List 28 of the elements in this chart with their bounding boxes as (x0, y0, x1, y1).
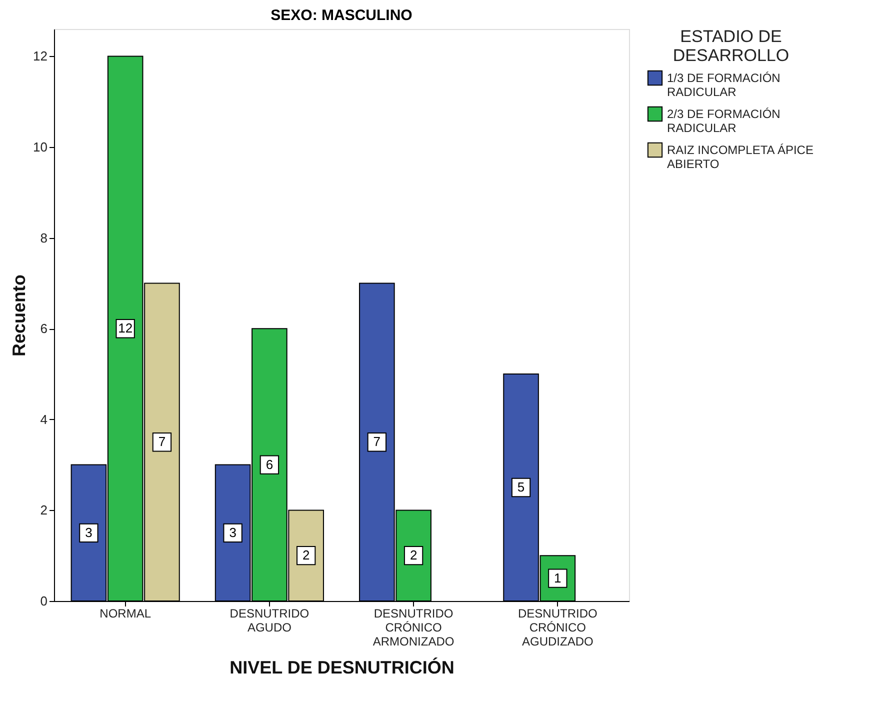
x-tick-label: DESNUTRIDO CRÓNICO AGUDIZADO (518, 606, 598, 648)
legend-label: 2/3 DE FORMACIÓN RADICULAR (667, 107, 780, 135)
y-tick-label: 2 (40, 502, 48, 518)
legend-label: RAIZ INCOMPLETA ÁPICE ABIERTO (667, 143, 814, 171)
y-tick-label: 8 (40, 230, 48, 246)
data-label: 6 (266, 456, 274, 472)
legend-label: 1/3 DE FORMACIÓN RADICULAR (667, 71, 780, 99)
data-label: 12 (118, 320, 133, 336)
chart-title: SEXO: MASCULINO (270, 7, 413, 24)
y-tick-label: 0 (40, 594, 48, 608)
data-label: 3 (85, 524, 92, 540)
data-label: 5 (517, 480, 525, 495)
data-label: 2 (302, 548, 310, 563)
y-tick-label: 6 (40, 321, 48, 336)
data-label: 1 (554, 570, 562, 586)
data-label: 3 (229, 524, 236, 540)
data-label: 7 (373, 434, 381, 450)
y-tick-label: 12 (33, 48, 48, 64)
x-tick-label: DESNUTRIDO CRÓNICO ARMONIZADO (372, 606, 454, 648)
data-label: 7 (158, 434, 166, 450)
legend-title: ESTADIO DE DESARROLLO (672, 27, 790, 65)
data-label: 2 (410, 548, 418, 563)
y-tick-label: 4 (40, 412, 48, 427)
x-tick-label: NORMAL (100, 606, 152, 620)
y-axis-title: Recuento (9, 274, 30, 357)
x-tick-label: DESNUTRIDO AGUDO (230, 606, 310, 634)
x-axis-title: NIVEL DE DESNUTRICIÓN (230, 658, 454, 678)
y-tick-label: 10 (33, 140, 48, 155)
